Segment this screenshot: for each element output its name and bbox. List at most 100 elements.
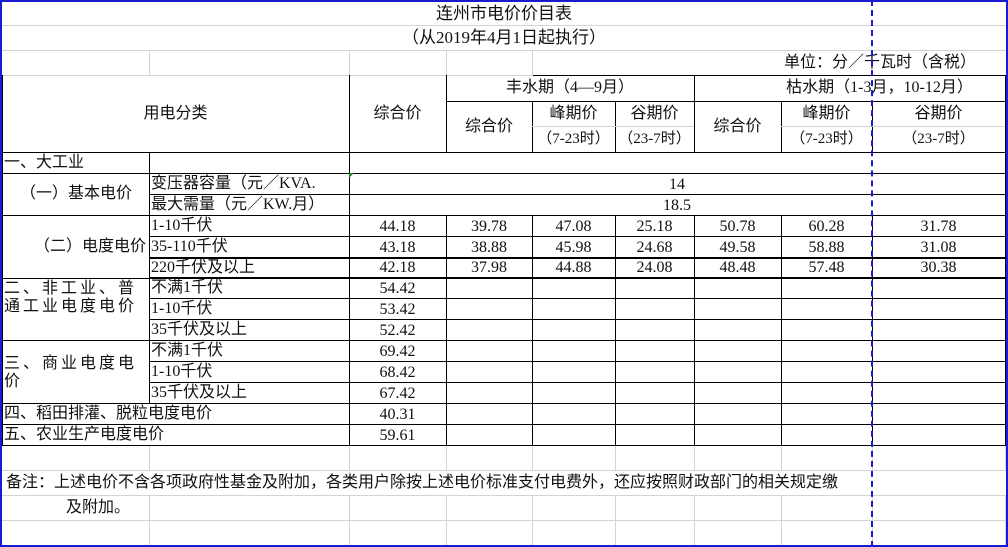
empty-cell[interactable] bbox=[446, 520, 533, 546]
empty-cell[interactable] bbox=[532, 298, 616, 320]
empty-cell[interactable] bbox=[694, 382, 782, 404]
empty-cell[interactable] bbox=[532, 424, 616, 446]
empty-cell[interactable] bbox=[781, 361, 873, 383]
empty-cell[interactable] bbox=[872, 520, 1006, 546]
empty-cell[interactable] bbox=[615, 495, 695, 521]
empty-cell[interactable] bbox=[615, 520, 695, 546]
empty-cell[interactable] bbox=[615, 382, 695, 404]
energy-wet-peak-value[interactable]: 44.88 bbox=[532, 257, 616, 279]
empty-cell[interactable] bbox=[349, 495, 447, 521]
empty-cell[interactable] bbox=[446, 445, 533, 471]
empty-cell[interactable] bbox=[446, 424, 533, 446]
energy-composite-value[interactable]: 42.18 bbox=[349, 257, 447, 279]
commercial-composite-value[interactable]: 67.42 bbox=[349, 382, 447, 404]
energy-item-label[interactable]: 220千伏及以上 bbox=[149, 257, 350, 279]
empty-cell[interactable] bbox=[872, 319, 1006, 341]
commercial-item-label[interactable]: 35千伏及以上 bbox=[149, 382, 350, 404]
note-line-1[interactable]: 备注：上述电价不含各项政府性基金及附加，各类用户除按上述电价标准支付电费外，还应… bbox=[2, 470, 1006, 496]
empty-cell[interactable] bbox=[781, 298, 873, 320]
energy-dry-valley-value[interactable]: 31.78 bbox=[872, 215, 1006, 237]
non-industry-composite-value[interactable]: 54.42 bbox=[349, 278, 447, 299]
energy-composite-value[interactable]: 44.18 bbox=[349, 215, 447, 237]
empty-cell[interactable] bbox=[872, 445, 1006, 471]
empty-cell[interactable] bbox=[349, 152, 1006, 174]
empty-cell[interactable] bbox=[872, 278, 1006, 299]
empty-cell[interactable] bbox=[615, 340, 695, 362]
empty-cell[interactable] bbox=[615, 424, 695, 446]
empty-cell[interactable] bbox=[446, 298, 533, 320]
energy-wet-composite-value[interactable]: 38.88 bbox=[446, 236, 533, 258]
header-dry-valley[interactable]: 谷期价 bbox=[872, 101, 1006, 127]
empty-cell[interactable] bbox=[2, 495, 150, 521]
header-category[interactable]: 用电分类 bbox=[2, 75, 350, 153]
empty-cell[interactable] bbox=[532, 340, 616, 362]
empty-cell[interactable] bbox=[872, 495, 1006, 521]
header-dry-peak-hours[interactable]: （7-23时） bbox=[781, 126, 873, 153]
empty-cell[interactable] bbox=[149, 445, 350, 471]
empty-cell[interactable] bbox=[781, 319, 873, 341]
empty-cell[interactable] bbox=[781, 278, 873, 299]
empty-cell[interactable] bbox=[532, 403, 616, 425]
non-industry-item-label[interactable]: 1-10千伏 bbox=[149, 298, 350, 320]
unit-label[interactable]: 单位：分／千瓦时（含税） bbox=[783, 54, 976, 71]
agriculture-composite-value[interactable]: 59.61 bbox=[349, 424, 447, 446]
empty-cell[interactable] bbox=[446, 340, 533, 362]
empty-cell[interactable] bbox=[781, 403, 873, 425]
empty-cell[interactable] bbox=[694, 278, 782, 299]
empty-cell[interactable] bbox=[532, 520, 616, 546]
energy-dry-composite-value[interactable]: 50.78 bbox=[694, 215, 782, 237]
irrigation-composite-value[interactable]: 40.31 bbox=[349, 403, 447, 425]
empty-cell[interactable] bbox=[2, 520, 150, 546]
empty-cell[interactable] bbox=[615, 361, 695, 383]
empty-cell[interactable] bbox=[872, 382, 1006, 404]
energy-wet-composite-value[interactable]: 39.78 bbox=[446, 215, 533, 237]
section-non-industry[interactable]: 二、非工业、普通工业电度电价 bbox=[2, 278, 150, 341]
section-agriculture[interactable]: 五、农业生产电度电价 bbox=[2, 424, 350, 446]
basic-item-label[interactable]: 变压器容量（元／KVA. bbox=[149, 173, 350, 195]
empty-cell[interactable] bbox=[446, 361, 533, 383]
empty-cell[interactable] bbox=[446, 382, 533, 404]
empty-cell[interactable] bbox=[532, 382, 616, 404]
empty-cell[interactable] bbox=[532, 445, 616, 471]
empty-cell[interactable] bbox=[2, 445, 150, 471]
energy-dry-valley-value[interactable]: 30.38 bbox=[872, 257, 1006, 279]
empty-cell[interactable] bbox=[446, 50, 533, 76]
empty-cell[interactable] bbox=[781, 340, 873, 362]
non-industry-item-label[interactable]: 不满1千伏 bbox=[149, 278, 350, 299]
empty-cell[interactable] bbox=[694, 495, 782, 521]
empty-cell[interactable] bbox=[446, 495, 533, 521]
empty-cell[interactable] bbox=[872, 361, 1006, 383]
empty-cell[interactable] bbox=[149, 520, 350, 546]
energy-item-label[interactable]: 1-10千伏 bbox=[149, 215, 350, 237]
empty-cell[interactable] bbox=[781, 382, 873, 404]
empty-cell[interactable] bbox=[615, 445, 695, 471]
energy-dry-peak-value[interactable]: 60.28 bbox=[781, 215, 873, 237]
header-wet-composite[interactable]: 综合价 bbox=[446, 101, 533, 153]
note-line-2[interactable]: 及附加。 bbox=[66, 499, 131, 516]
empty-cell[interactable] bbox=[615, 403, 695, 425]
empty-cell[interactable] bbox=[872, 403, 1006, 425]
header-wet-peak[interactable]: 峰期价 bbox=[532, 101, 616, 127]
section-large-industry[interactable]: 一、大工业 bbox=[2, 152, 150, 174]
empty-cell[interactable] bbox=[781, 520, 873, 546]
empty-cell[interactable] bbox=[872, 340, 1006, 362]
basic-item-value[interactable]: 14 bbox=[349, 173, 1006, 195]
sheet-subtitle[interactable]: （从2019年4月1日起执行） bbox=[2, 25, 1006, 51]
energy-dry-peak-value[interactable]: 58.88 bbox=[781, 236, 873, 258]
header-wet-season[interactable]: 丰水期（4—9月） bbox=[446, 75, 695, 102]
commercial-composite-value[interactable]: 68.42 bbox=[349, 361, 447, 383]
empty-cell[interactable] bbox=[446, 319, 533, 341]
empty-cell[interactable] bbox=[615, 298, 695, 320]
energy-wet-peak-value[interactable]: 47.08 bbox=[532, 215, 616, 237]
header-dry-season[interactable]: 枯水期（1-3月，10-12月） bbox=[694, 75, 1006, 102]
header-wet-peak-hours[interactable]: （7-23时） bbox=[532, 126, 616, 153]
empty-cell[interactable] bbox=[694, 340, 782, 362]
non-industry-composite-value[interactable]: 52.42 bbox=[349, 319, 447, 341]
basic-item-label[interactable]: 最大需量（元／KW.月） bbox=[149, 194, 350, 216]
non-industry-item-label[interactable]: 35千伏及以上 bbox=[149, 319, 350, 341]
empty-cell[interactable] bbox=[149, 50, 350, 76]
empty-cell[interactable] bbox=[2, 50, 150, 76]
empty-cell[interactable] bbox=[446, 278, 533, 299]
header-dry-peak[interactable]: 峰期价 bbox=[781, 101, 873, 127]
